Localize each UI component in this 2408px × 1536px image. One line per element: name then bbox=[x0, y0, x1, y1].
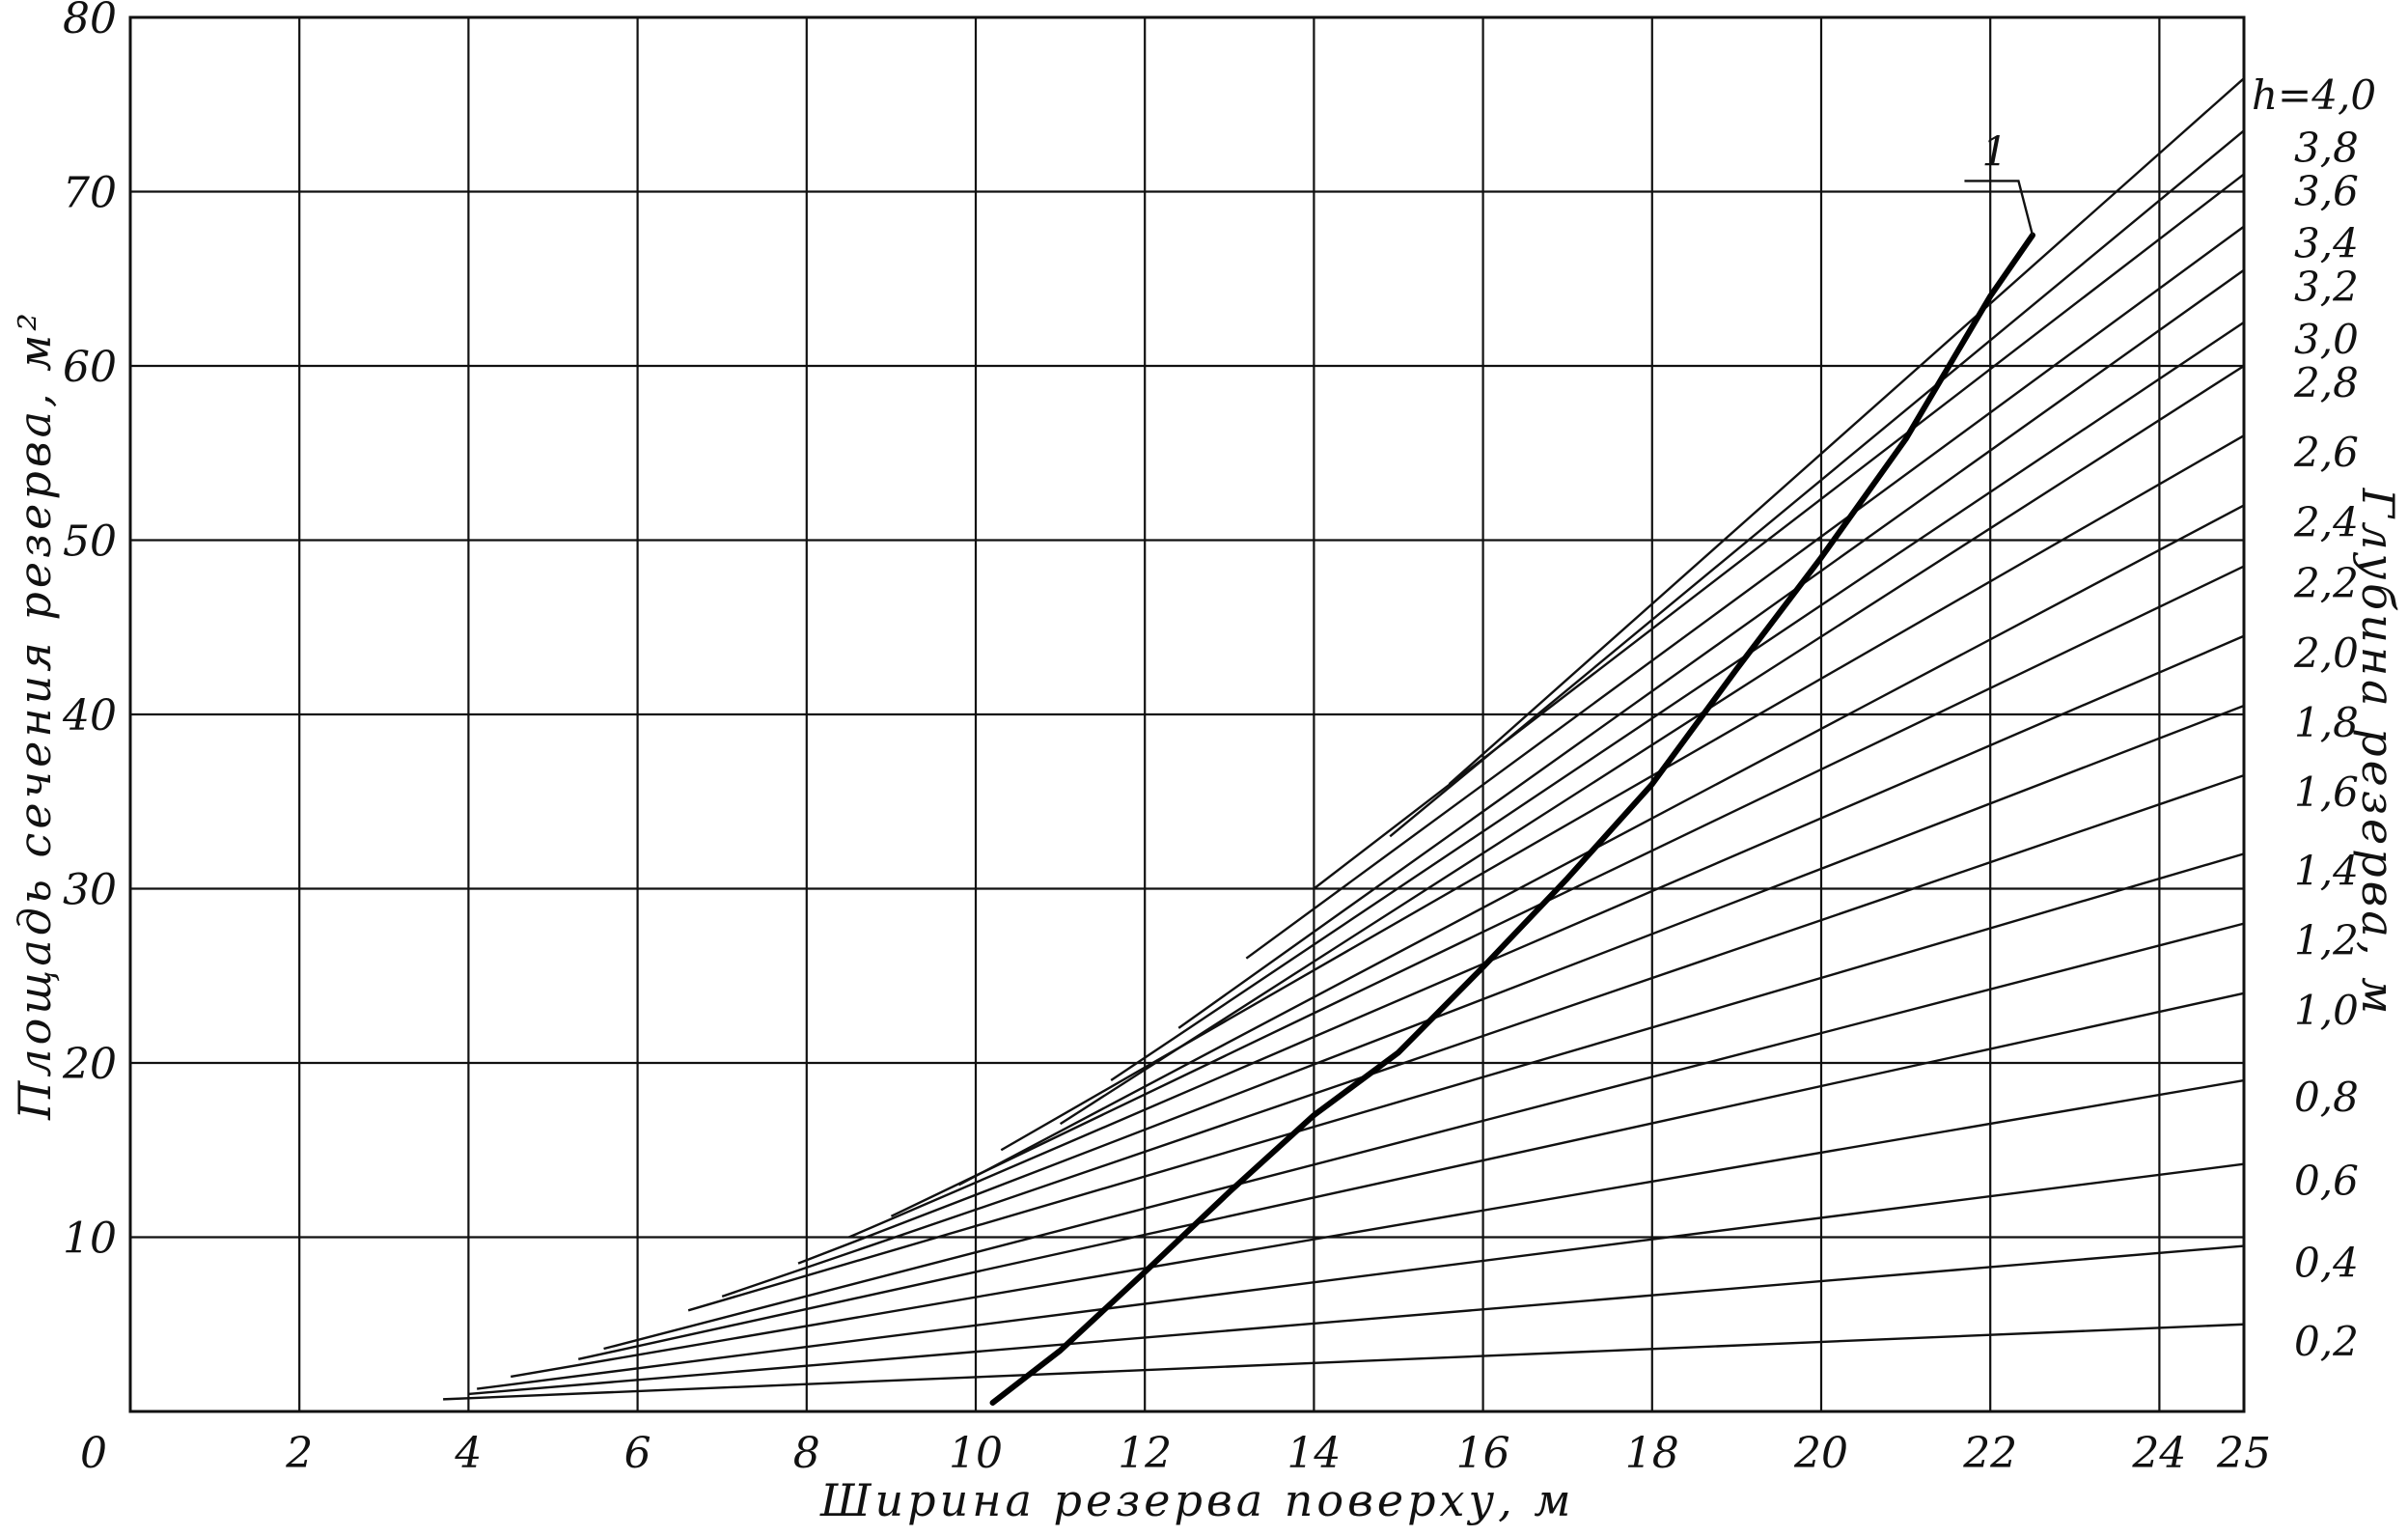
x-tick-label: 6 bbox=[624, 1429, 651, 1478]
series-line bbox=[578, 991, 2245, 1361]
y-tick-label: 50 bbox=[63, 517, 117, 567]
series-line bbox=[1177, 268, 2245, 1029]
series-line bbox=[477, 1162, 2245, 1390]
x-tick-label: 16 bbox=[1456, 1429, 1510, 1478]
series-label: 2,2 bbox=[2293, 560, 2359, 607]
series-label: 1,0 bbox=[2294, 987, 2359, 1034]
x-tick-label: 14 bbox=[1287, 1429, 1341, 1478]
x-tick-label: 24 bbox=[2131, 1429, 2186, 1478]
x-tick-label: 12 bbox=[1118, 1429, 1172, 1478]
series-line bbox=[603, 922, 2245, 1351]
curve-label: 1 bbox=[1981, 127, 2007, 175]
series-line bbox=[1059, 364, 2245, 1126]
x-tick-label: 4 bbox=[454, 1429, 482, 1478]
series-line bbox=[848, 634, 2245, 1239]
series-label: 0,2 bbox=[2294, 1318, 2359, 1365]
y-tick-label: 10 bbox=[63, 1215, 117, 1264]
series-line bbox=[1313, 173, 2245, 890]
series-label: 2,8 bbox=[2293, 359, 2359, 406]
series-line bbox=[510, 1078, 2245, 1379]
series-line bbox=[1389, 129, 2245, 838]
series-line bbox=[443, 1323, 2245, 1401]
series-label: 3,2 bbox=[2294, 264, 2359, 311]
series-lines bbox=[443, 77, 2245, 1401]
series-line bbox=[957, 504, 2245, 1187]
series-label: 1,8 bbox=[2294, 699, 2359, 746]
series-line bbox=[890, 565, 2245, 1217]
series-label: h=4,0 bbox=[2252, 71, 2376, 119]
series-line bbox=[687, 852, 2245, 1312]
series-line bbox=[1000, 434, 2245, 1152]
curve-1-leader bbox=[1964, 180, 2034, 236]
y-axis-title: Площадь сечения резерва, м² bbox=[9, 309, 61, 1121]
series-label: 2,0 bbox=[2293, 629, 2359, 677]
series-line bbox=[721, 774, 2245, 1299]
y2-axis-title: Глубина резерва, м bbox=[2352, 488, 2404, 1019]
series-line bbox=[797, 704, 2245, 1265]
series-line bbox=[1245, 225, 2245, 960]
series-label: 1,6 bbox=[2294, 768, 2359, 816]
series-label: 3,0 bbox=[2294, 316, 2359, 363]
series-line bbox=[1448, 77, 2245, 786]
x-tick-label: 10 bbox=[949, 1429, 1003, 1478]
x-axis-title: Ширина резерва поверху, м bbox=[819, 1474, 1575, 1526]
y-tick-label: 70 bbox=[63, 169, 117, 218]
y-tick-label: 60 bbox=[63, 343, 117, 392]
x-tick-label: 0 bbox=[80, 1429, 107, 1478]
series-line bbox=[1110, 321, 2245, 1082]
y-tick-label: 30 bbox=[63, 866, 117, 915]
y-tick-label: 40 bbox=[62, 691, 117, 740]
x-tick-label: 25 bbox=[2216, 1429, 2271, 1478]
series-label: 0,8 bbox=[2294, 1074, 2359, 1121]
series-line bbox=[468, 1244, 2245, 1396]
x-tick-label: 8 bbox=[793, 1429, 820, 1478]
curve-1-line bbox=[989, 232, 2035, 1406]
series-label: 3,4 bbox=[2294, 220, 2359, 267]
series-label: 1,4 bbox=[2294, 847, 2359, 894]
series-label: 0,6 bbox=[2294, 1158, 2359, 1205]
series-label: 2,4 bbox=[2293, 498, 2359, 545]
y-tick-label: 80 bbox=[63, 0, 117, 43]
series-label: 0,4 bbox=[2294, 1240, 2359, 1287]
series-label: 2,6 bbox=[2293, 429, 2359, 476]
series-label: 3,8 bbox=[2294, 124, 2359, 171]
grid bbox=[128, 15, 2246, 1413]
series-labels: 0,2 0,4 0,6 0,8 1,0 1,2 1,4 1,6 1,8 2,0 2,2 2,4 2,6 2… bbox=[2252, 71, 2376, 1365]
y-tick-label: 20 bbox=[62, 1040, 117, 1089]
series-label: 3,6 bbox=[2294, 167, 2359, 214]
x-tick-label: 18 bbox=[1625, 1429, 1679, 1478]
curve-1 bbox=[989, 180, 2035, 1406]
x-tick-label: 20 bbox=[1793, 1429, 1848, 1478]
series-label: 1,2 bbox=[2294, 917, 2359, 964]
x-tick-label: 22 bbox=[1962, 1429, 2017, 1478]
x-tick-label: 2 bbox=[285, 1429, 313, 1478]
